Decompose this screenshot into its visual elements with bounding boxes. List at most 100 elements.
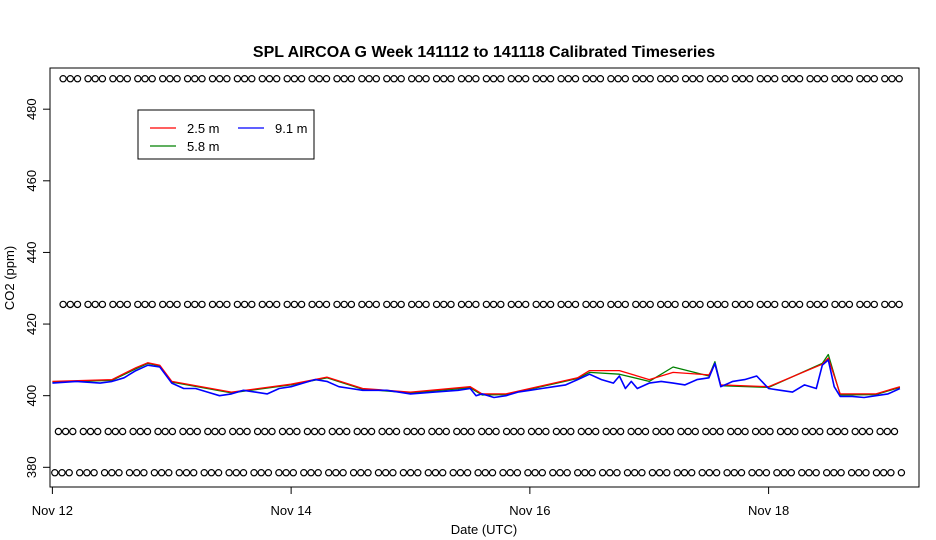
x-axis: Nov 12 Nov 14 Nov 16 Nov 18 bbox=[32, 486, 789, 518]
calibration-point bbox=[148, 74, 156, 83]
calibration-point bbox=[403, 427, 411, 436]
calibration-point bbox=[589, 74, 597, 83]
calibration-point bbox=[308, 74, 316, 83]
y-tick-label: 480 bbox=[24, 98, 39, 120]
calibration-point bbox=[51, 469, 59, 477]
calibration-point bbox=[890, 427, 899, 436]
calibration-point bbox=[680, 469, 689, 477]
calibration-point bbox=[208, 300, 217, 309]
calibration-point bbox=[435, 427, 443, 436]
calibration-point bbox=[856, 74, 864, 83]
calibration-point bbox=[265, 74, 274, 83]
calibration-point bbox=[240, 300, 249, 309]
calibration-point bbox=[240, 74, 249, 83]
calibration-point bbox=[408, 74, 416, 83]
calibration-point bbox=[677, 427, 685, 436]
calibration-point bbox=[408, 300, 416, 309]
calibration-point bbox=[282, 469, 290, 477]
calibration-point bbox=[198, 300, 206, 309]
calibration-point bbox=[389, 469, 397, 477]
calibration-point bbox=[300, 469, 308, 477]
calibration-point bbox=[762, 469, 771, 477]
calibration-point bbox=[456, 469, 465, 477]
calibration-point bbox=[646, 74, 654, 83]
calibration-point bbox=[489, 74, 498, 83]
calibration-point bbox=[514, 74, 523, 83]
calibration-point bbox=[639, 300, 647, 309]
y-axis: 380 400 420 440 460 480 bbox=[24, 98, 51, 478]
calibration-point bbox=[497, 74, 505, 83]
calibration-point bbox=[108, 469, 116, 477]
calibration-point bbox=[830, 469, 838, 477]
calibration-point bbox=[460, 427, 468, 436]
calibration-point bbox=[422, 74, 430, 83]
calibration-markers bbox=[51, 74, 906, 477]
calibration-point bbox=[888, 74, 896, 83]
calibration-point bbox=[887, 469, 895, 477]
calibration-point bbox=[374, 469, 383, 477]
calibration-point bbox=[168, 427, 177, 436]
calibration-point bbox=[559, 427, 568, 436]
calibration-point bbox=[463, 469, 472, 477]
calibration-point bbox=[634, 427, 643, 436]
calibration-point bbox=[706, 300, 715, 309]
calibration-point bbox=[538, 469, 547, 477]
calibration-point bbox=[527, 427, 536, 436]
calibration-point bbox=[596, 74, 605, 83]
calibration-point bbox=[499, 469, 507, 477]
calibration-point bbox=[340, 300, 348, 309]
calibration-point bbox=[806, 74, 814, 83]
calibration-point bbox=[233, 300, 242, 309]
calibration-point bbox=[385, 427, 393, 436]
calibration-point bbox=[522, 300, 530, 309]
calibration-point bbox=[335, 427, 344, 436]
calibration-point bbox=[657, 300, 665, 309]
calibration-point bbox=[265, 300, 274, 309]
calibration-point bbox=[721, 300, 729, 309]
calibration-point bbox=[268, 427, 276, 436]
calibration-point bbox=[273, 74, 281, 83]
calibration-point bbox=[771, 300, 779, 309]
calibration-point bbox=[182, 469, 191, 477]
calibration-point bbox=[734, 427, 742, 436]
calibration-point bbox=[845, 300, 854, 309]
calibration-point bbox=[193, 427, 201, 436]
calibration-point bbox=[698, 469, 706, 477]
calibration-point bbox=[157, 469, 166, 477]
calibration-point bbox=[314, 469, 322, 477]
calibration-point bbox=[465, 74, 473, 83]
calibration-point bbox=[440, 74, 448, 83]
calibration-point bbox=[838, 74, 846, 83]
calibration-point bbox=[865, 427, 874, 436]
calibration-point bbox=[592, 427, 600, 436]
y-tick-label: 440 bbox=[24, 242, 39, 264]
calibration-point bbox=[303, 427, 312, 436]
calibration-point bbox=[681, 300, 690, 309]
calibration-point bbox=[482, 300, 491, 309]
calibration-point bbox=[98, 300, 107, 309]
calibration-point bbox=[365, 300, 373, 309]
calibration-point bbox=[116, 300, 124, 309]
calibration-point bbox=[542, 427, 550, 436]
calibration-point bbox=[795, 74, 804, 83]
calibration-point bbox=[881, 74, 889, 83]
calibration-point bbox=[432, 300, 441, 309]
calibration-point bbox=[689, 300, 697, 309]
calibration-point bbox=[684, 427, 692, 436]
calibration-point bbox=[781, 74, 789, 83]
calibration-point bbox=[531, 469, 539, 477]
calibration-point bbox=[343, 427, 351, 436]
calibration-point bbox=[86, 427, 95, 436]
calibration-point bbox=[208, 74, 217, 83]
calibration-point bbox=[123, 74, 132, 83]
calibration-point bbox=[659, 427, 667, 436]
legend-box bbox=[137, 109, 315, 160]
calibration-point bbox=[161, 427, 169, 436]
calibration-point bbox=[746, 74, 754, 83]
calibration-point bbox=[115, 469, 123, 477]
calibration-point bbox=[372, 74, 380, 83]
calibration-point bbox=[502, 427, 511, 436]
calibration-point bbox=[714, 74, 722, 83]
calibration-point bbox=[367, 427, 376, 436]
calibration-point bbox=[513, 469, 522, 477]
